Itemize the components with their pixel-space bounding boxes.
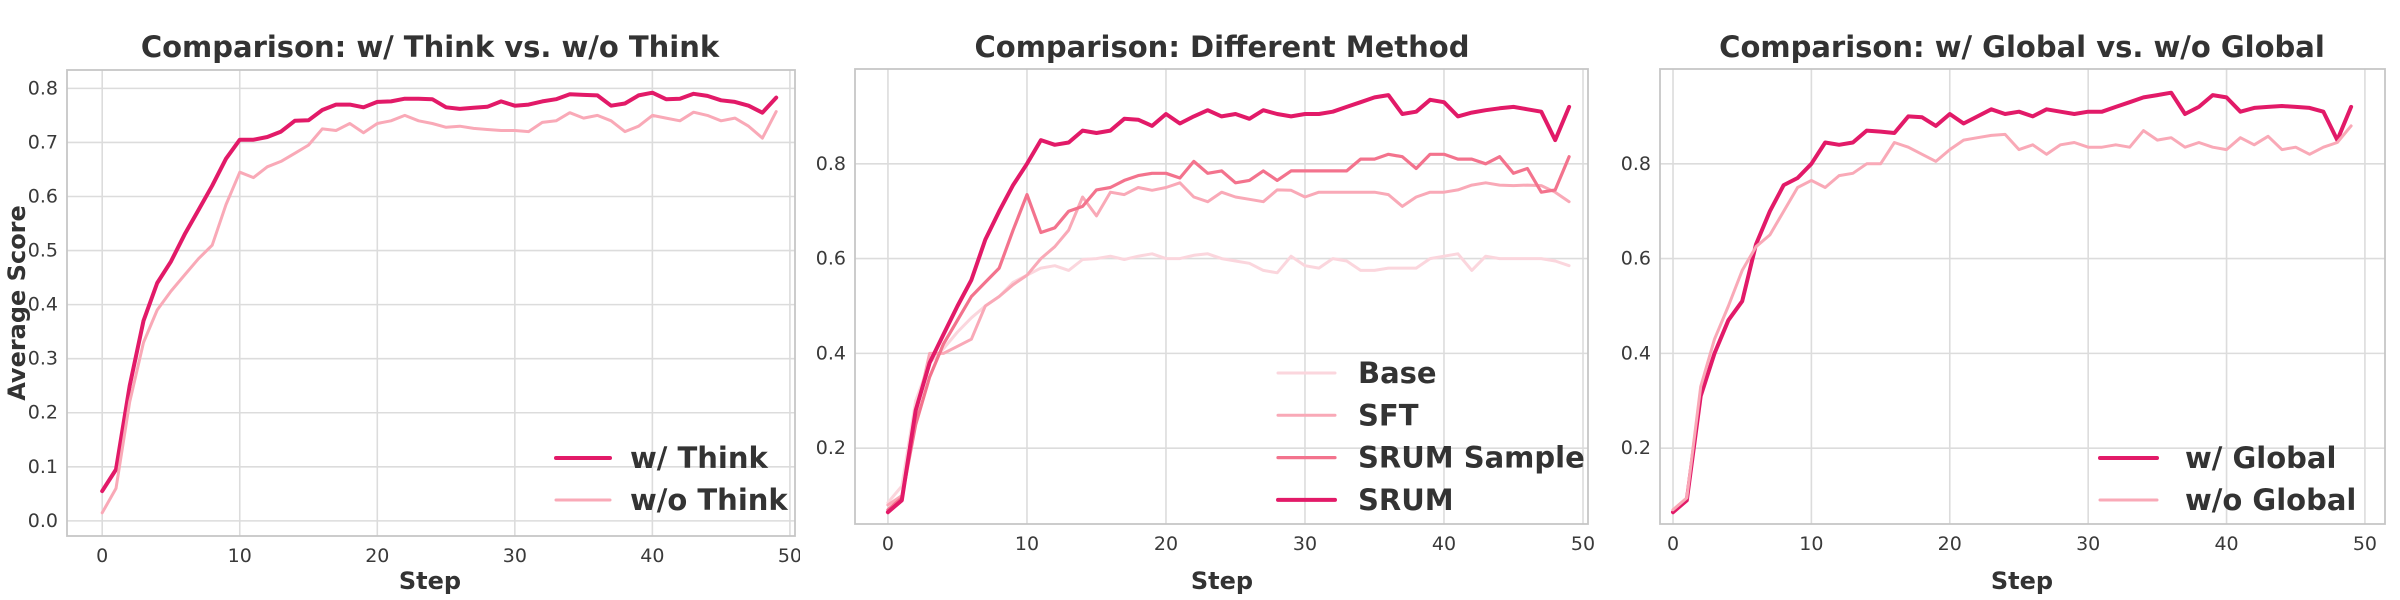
series-line-srum-sample — [886, 152, 1571, 512]
plot-border — [1659, 68, 2386, 525]
y-tick-label: 0.6 — [28, 186, 58, 208]
y-tick-label: 0.8 — [28, 77, 58, 99]
series-line-w-o-think — [100, 110, 778, 515]
series-line-w-think — [100, 90, 779, 494]
x-tick-label: 10 — [1015, 533, 1039, 555]
x-tick-label: 0 — [882, 533, 894, 555]
series-line-sft — [886, 181, 1571, 507]
y-tick-label: 0.4 — [1621, 342, 1651, 364]
y-tick-label: 0.2 — [28, 402, 58, 424]
legend-label-srum-sample: SRUM Sample — [1358, 441, 1585, 475]
chart-panel-think-comparison: 0 10 20 30 40 50 0.0 0.1 0.2 0.3 0.4 0.5 0.6 0.7 0.8 w/… — [0, 0, 800, 600]
chart-method-comparison: 0 10 20 30 40 50 0.2 0.4 0.6 0.8 Base SFT SRUM Sampl… — [816, 30, 1595, 595]
legend-label-base: Base — [1358, 356, 1437, 390]
y-tick-label: 0.1 — [28, 456, 58, 478]
x-tick-label: 40 — [2214, 533, 2238, 555]
y-tick-label: 0.5 — [28, 240, 58, 262]
x-tick-label: 50 — [2353, 533, 2377, 555]
chart-title: Comparison: w/ Global vs. w/o Global — [1719, 30, 2325, 64]
legend-label-w-global: w/ Global — [2185, 441, 2336, 475]
x-tick-label: 10 — [228, 545, 252, 567]
y-tick-label: 0.8 — [1621, 153, 1651, 175]
x-tick-label: 20 — [1154, 533, 1178, 555]
x-tick-label: 40 — [640, 545, 664, 567]
legend-label-w-o-global: w/o Global — [2185, 483, 2356, 517]
x-tick-label: 0 — [1667, 533, 1679, 555]
y-tick-label: 0.3 — [28, 348, 58, 370]
chart-global-comparison: 0 10 20 30 40 50 0.2 0.4 0.6 0.8 w/ Global w/o Glob… — [1621, 30, 2386, 595]
x-axis-label: Step — [399, 567, 461, 595]
x-tick-label: 50 — [778, 545, 800, 567]
y-tick-label: 0.2 — [816, 437, 846, 459]
x-tick-label: 30 — [503, 545, 527, 567]
y-tick-label: 0.4 — [816, 342, 846, 364]
x-tick-label: 30 — [1293, 533, 1317, 555]
series-line-w-global — [1671, 90, 2354, 515]
chart-title: Comparison: w/ Think vs. w/o Think — [141, 30, 720, 64]
x-tick-label: 20 — [365, 545, 389, 567]
legend-label-w-think: w/ Think — [630, 441, 768, 475]
x-tick-label: 30 — [2076, 533, 2100, 555]
x-tick-label: 40 — [1432, 533, 1456, 555]
series-line-srum — [885, 93, 1572, 515]
y-tick-label: 0.6 — [1621, 248, 1651, 270]
chart-panel-method-comparison: 0 10 20 30 40 50 0.2 0.4 0.6 0.8 Base SFT SRUM Sampl… — [800, 0, 1600, 600]
y-tick-label: 0.2 — [1621, 437, 1651, 459]
x-axis-label: Step — [1191, 567, 1253, 595]
x-tick-label: 0 — [96, 545, 108, 567]
legend-label-sft: SFT — [1358, 398, 1419, 432]
x-tick-label: 20 — [1938, 533, 1962, 555]
chart-panel-global-comparison: 0 10 20 30 40 50 0.2 0.4 0.6 0.8 w/ Global w/o Glob… — [1600, 0, 2400, 600]
y-tick-label: 0.7 — [28, 131, 58, 153]
plot-border — [66, 69, 796, 537]
series-line-w-o-global — [1671, 124, 2353, 512]
x-axis-label: Step — [1991, 567, 2053, 595]
x-tick-label: 10 — [1799, 533, 1823, 555]
legend-label-srum: SRUM — [1358, 483, 1454, 517]
y-tick-label: 0.6 — [816, 248, 846, 270]
chart-think-comparison: 0 10 20 30 40 50 0.0 0.1 0.2 0.3 0.4 0.5 0.6 0.7 0.8 w/… — [3, 30, 800, 595]
x-tick-label: 50 — [1571, 533, 1595, 555]
y-axis-label: Average Score — [3, 205, 31, 401]
y-tick-label: 0.0 — [28, 510, 58, 532]
chart-title: Comparison: Different Method — [975, 30, 1470, 64]
y-tick-label: 0.8 — [816, 153, 846, 175]
plot-border — [854, 68, 1589, 525]
y-tick-label: 0.4 — [28, 294, 58, 316]
legend-label-w-o-think: w/o Think — [630, 483, 788, 517]
